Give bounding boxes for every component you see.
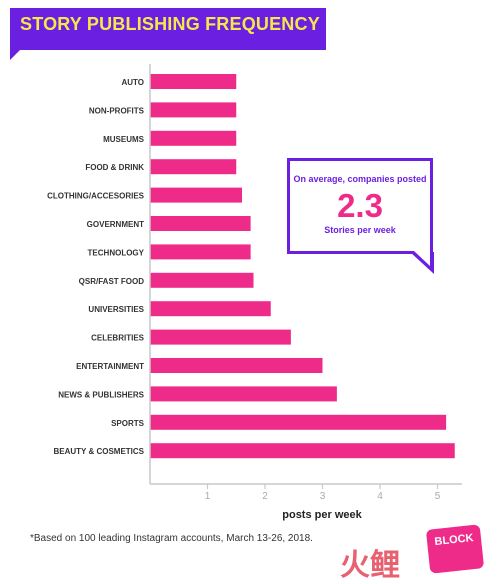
bar-auto — [150, 74, 237, 89]
category-label: BEAUTY & COSMETICS — [53, 447, 144, 456]
bar-sports — [150, 414, 447, 430]
category-label: CLOTHING/ACCESORIES — [47, 192, 145, 201]
block-logo: BLOCK — [425, 524, 485, 574]
bar-technology — [150, 244, 251, 260]
bar-government — [150, 216, 251, 231]
category-label: FOOD & DRINK — [85, 163, 144, 172]
category-label: TECHNOLOGY — [88, 248, 145, 257]
x-tick-label: 2 — [262, 491, 268, 502]
bar-museums — [150, 130, 237, 146]
footnote: *Based on 100 leading Instagram accounts… — [30, 533, 313, 544]
category-label: QSR/FAST FOOD — [79, 277, 145, 286]
callout-caption: On average, companies posted — [293, 174, 427, 184]
x-tick-label: 5 — [435, 491, 441, 502]
chart-title: STORY PUBLISHING FREQUENCY — [20, 14, 320, 34]
callout-subcaption: Stories per week — [324, 225, 396, 235]
category-label: UNIVERSITIES — [88, 305, 144, 314]
bar-qsr-fast-food — [150, 272, 254, 288]
category-label: MUSEUMS — [103, 135, 145, 144]
bar-non-profits — [150, 102, 237, 118]
category-label: GOVERNMENT — [87, 220, 144, 229]
bar-news-publishers — [150, 386, 337, 402]
title-banner — [10, 8, 326, 50]
callout-tail-inner — [414, 251, 430, 266]
category-label: SPORTS — [111, 419, 145, 428]
bar-entertainment — [150, 358, 323, 373]
x-axis-label: posts per week — [282, 509, 362, 521]
x-tick-label: 4 — [377, 491, 383, 502]
title-banner-tail — [10, 46, 24, 60]
watermark: 火鲤 — [340, 548, 400, 583]
logo-text: BLOCK — [433, 532, 475, 549]
category-label: CELEBRITIES — [91, 334, 145, 343]
category-label: NEWS & PUBLISHERS — [58, 390, 144, 399]
x-tick-label: 1 — [205, 491, 211, 502]
bar-beauty-cosmetics — [150, 443, 455, 459]
bar-food-drink — [150, 159, 237, 175]
category-label: AUTO — [121, 78, 144, 87]
average-callout: On average, companies posted 2.3 Stories… — [287, 158, 433, 254]
category-label: ENTERTAINMENT — [76, 362, 144, 371]
x-tick-label: 3 — [320, 491, 326, 502]
category-label: NON-PROFITS — [89, 106, 145, 115]
bar-celebrities — [150, 329, 291, 345]
bar-universities — [150, 301, 271, 317]
callout-value: 2.3 — [337, 187, 383, 224]
bar-clothing-accesories — [150, 187, 242, 203]
